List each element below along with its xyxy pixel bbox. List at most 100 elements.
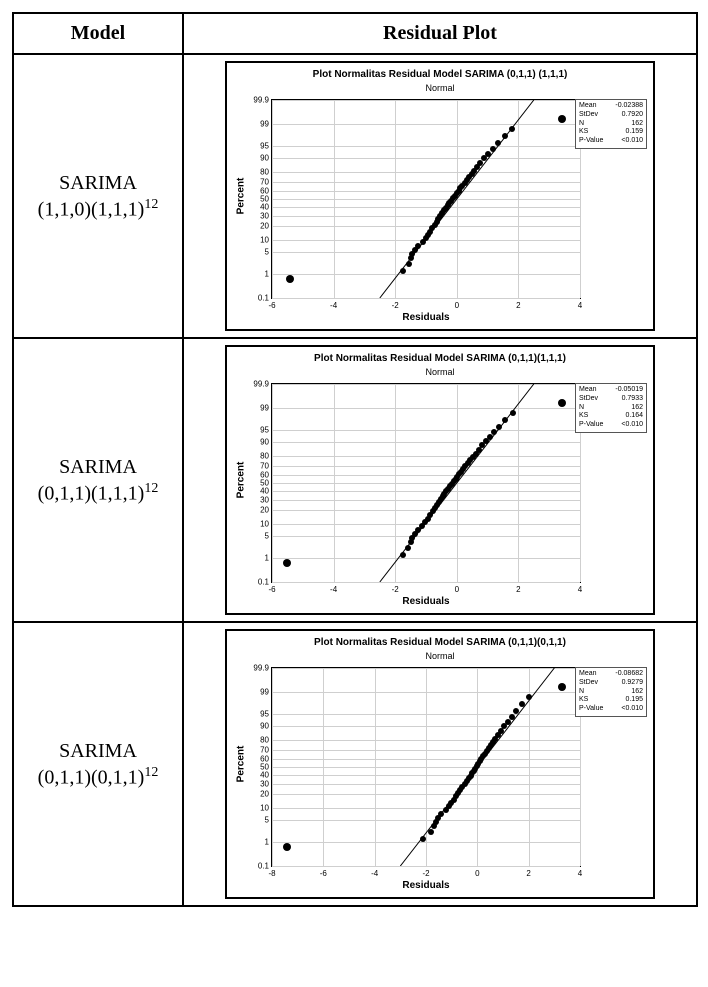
x-tick-label: 4: [578, 869, 582, 878]
y-tick-label: 99: [260, 120, 269, 129]
stats-row: P-Value<0.010: [579, 421, 643, 430]
x-tick-label: -6: [268, 585, 275, 594]
y-tick-label: 60: [260, 754, 269, 763]
header-plot: Residual Plot: [183, 13, 697, 54]
stats-row: KS0.195: [579, 696, 643, 705]
chart-area: 0.115102030405060708090959999.9-6-4-2024: [271, 99, 581, 299]
table-row: SARIMA(0,1,1)(0,1,1)12Plot Normalitas Re…: [13, 622, 697, 906]
data-point: [519, 701, 525, 707]
stats-row: KS0.164: [579, 412, 643, 421]
stats-row: N162: [579, 688, 643, 697]
y-tick-label: 30: [260, 779, 269, 788]
y-tick-label: 20: [260, 789, 269, 798]
x-tick-label: -2: [422, 869, 429, 878]
model-name: SARIMA: [59, 740, 137, 762]
model-params: (0,1,1)(1,1,1): [38, 482, 145, 504]
residual-plot-frame: Plot Normalitas Residual Model SARIMA (0…: [225, 629, 655, 899]
plot-cell: Plot Normalitas Residual Model SARIMA (0…: [183, 54, 697, 338]
x-tick-label: -2: [392, 585, 399, 594]
chart-area: 0.115102030405060708090959999.9-6-4-2024: [271, 383, 581, 583]
stats-box: Mean-0.05019StDev0.7933N162KS0.164P-Valu…: [575, 383, 647, 433]
data-point: [405, 545, 411, 551]
data-point: [428, 829, 434, 835]
y-tick-label: 30: [260, 495, 269, 504]
stats-row: N162: [579, 120, 643, 129]
y-tick-label: 10: [260, 520, 269, 529]
y-tick-label: 50: [260, 479, 269, 488]
stats-box: Mean-0.08682StDev0.9279N162KS0.195P-Valu…: [575, 667, 647, 717]
data-point: [491, 429, 497, 435]
x-tick-label: 0: [475, 869, 479, 878]
y-tick-label: 70: [260, 746, 269, 755]
outlier-point: [283, 843, 291, 851]
data-point: [509, 714, 515, 720]
residual-plot-frame: Plot Normalitas Residual Model SARIMA (0…: [225, 61, 655, 331]
y-tick-label: 80: [260, 736, 269, 745]
y-tick-label: 90: [260, 437, 269, 446]
stats-row: Mean-0.05019: [579, 386, 643, 395]
x-tick-label: 2: [516, 585, 520, 594]
y-tick-label: 80: [260, 452, 269, 461]
model-label: SARIMA(1,1,0)(1,1,1)12: [20, 170, 176, 223]
x-tick-label: -6: [268, 301, 275, 310]
stats-box: Mean-0.02388StDev0.7920N162KS0.159P-Valu…: [575, 99, 647, 149]
stats-row: Mean-0.02388: [579, 102, 643, 111]
y-axis-label: Percent: [236, 462, 247, 499]
y-tick-label: 95: [260, 426, 269, 435]
data-point: [495, 140, 501, 146]
y-tick-label: 90: [260, 721, 269, 730]
outlier-point: [558, 683, 566, 691]
outlier-point: [558, 115, 566, 123]
plot-title: Plot Normalitas Residual Model SARIMA (0…: [227, 353, 653, 364]
data-point: [406, 261, 412, 267]
data-point: [510, 410, 516, 416]
x-tick-label: 2: [526, 869, 530, 878]
stats-row: StDev0.7933: [579, 395, 643, 404]
y-tick-label: 99: [260, 404, 269, 413]
stats-row: KS0.159: [579, 128, 643, 137]
header-model: Model: [13, 13, 183, 54]
y-tick-label: 60: [260, 186, 269, 195]
plot-title: Plot Normalitas Residual Model SARIMA (0…: [227, 69, 653, 80]
data-point: [490, 146, 496, 152]
stats-row: P-Value<0.010: [579, 705, 643, 714]
data-point: [513, 708, 519, 714]
y-tick-label: 90: [260, 153, 269, 162]
model-cell: SARIMA(0,1,1)(0,1,1)12: [13, 622, 183, 906]
y-tick-label: 10: [260, 804, 269, 813]
x-axis-label: Residuals: [271, 596, 581, 607]
y-tick-label: 0.1: [258, 294, 269, 303]
y-tick-label: 1: [265, 837, 269, 846]
x-axis-label: Residuals: [271, 312, 581, 323]
y-tick-label: 50: [260, 763, 269, 772]
x-tick-label: 4: [578, 585, 582, 594]
y-axis-label: Percent: [236, 178, 247, 215]
data-point: [502, 417, 508, 423]
y-tick-label: 99.9: [253, 380, 269, 389]
x-tick-label: -8: [268, 869, 275, 878]
models-table: Model Residual Plot SARIMA(1,1,0)(1,1,1)…: [12, 12, 698, 907]
y-tick-label: 1: [265, 553, 269, 562]
table-row: SARIMA(0,1,1)(1,1,1)12 Plot Normalitas Re…: [13, 338, 697, 622]
model-cell: SARIMA(1,1,0)(1,1,1)12: [13, 54, 183, 338]
y-tick-label: 20: [260, 221, 269, 230]
y-tick-label: 95: [260, 710, 269, 719]
stats-row: P-Value<0.010: [579, 137, 643, 146]
x-tick-label: -2: [392, 301, 399, 310]
y-axis-label: Percent: [236, 746, 247, 783]
x-tick-label: -4: [330, 585, 337, 594]
y-tick-label: 20: [260, 505, 269, 514]
data-point: [485, 151, 491, 157]
y-tick-label: 1: [265, 269, 269, 278]
y-tick-label: 10: [260, 236, 269, 245]
stats-row: Mean-0.08682: [579, 670, 643, 679]
model-cell: SARIMA(0,1,1)(1,1,1)12: [13, 338, 183, 622]
x-tick-label: -4: [371, 869, 378, 878]
stats-row: StDev0.7920: [579, 111, 643, 120]
model-name: SARIMA: [59, 172, 137, 194]
y-tick-label: 95: [260, 142, 269, 151]
data-point: [509, 126, 515, 132]
y-tick-label: 40: [260, 203, 269, 212]
x-tick-label: -6: [320, 869, 327, 878]
y-tick-label: 70: [260, 462, 269, 471]
